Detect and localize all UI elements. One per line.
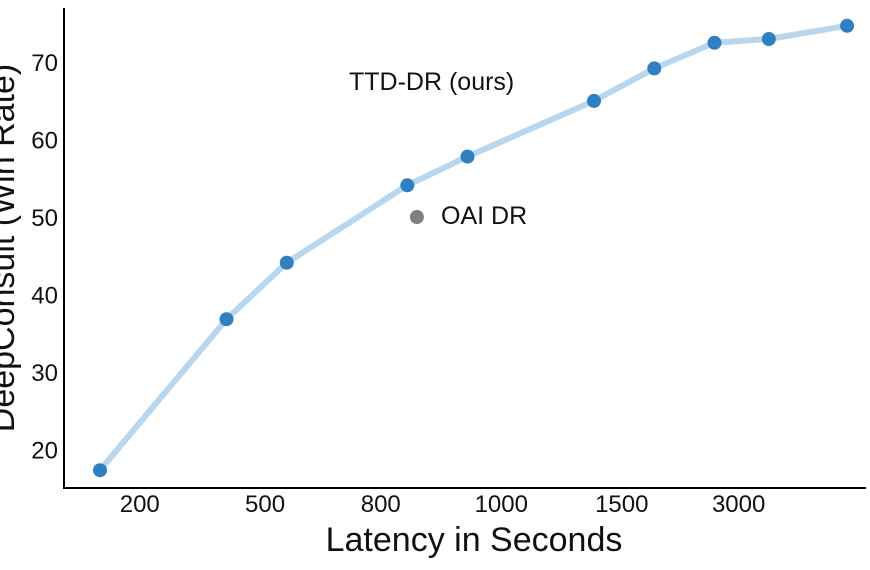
y-tick-label: 40 (31, 282, 58, 309)
ticks-layer: 200 500 800 1000 1500 3000 20 30 40 50 60 70 (31, 50, 765, 518)
x-tick-label: 3000 (712, 491, 765, 518)
data-point (279, 255, 294, 270)
data-point (219, 312, 234, 327)
x-tick-label: 500 (245, 491, 285, 518)
series-line (97, 22, 851, 474)
data-point (409, 210, 424, 224)
x-tick-label: 200 (120, 491, 160, 518)
y-tick-label: 70 (31, 50, 58, 77)
data-point (587, 93, 601, 108)
x-axis-label: Latency in Seconds (326, 521, 623, 559)
x-tick-label: 1500 (595, 491, 648, 518)
x-tick-label: 1000 (475, 491, 528, 518)
y-tick-label: 20 (31, 437, 58, 464)
series-lines (97, 22, 851, 474)
data-point (93, 463, 107, 478)
y-axis-label: DeepConsult (Win Rate) (0, 64, 22, 432)
data-point (707, 35, 722, 50)
data-point (761, 32, 776, 46)
annotation-oai-dr: OAI DR (441, 202, 527, 230)
x-tick-label: 800 (361, 491, 401, 518)
y-tick-label: 60 (31, 128, 58, 155)
data-point (647, 61, 662, 76)
y-tick-label: 50 (31, 205, 58, 232)
data-point (400, 178, 415, 193)
series-points (93, 18, 855, 478)
data-point (460, 149, 475, 164)
y-tick-label: 30 (31, 360, 58, 387)
data-point (840, 18, 855, 33)
annotation-ttd-dr: TTD-DR (ours) (349, 68, 514, 96)
